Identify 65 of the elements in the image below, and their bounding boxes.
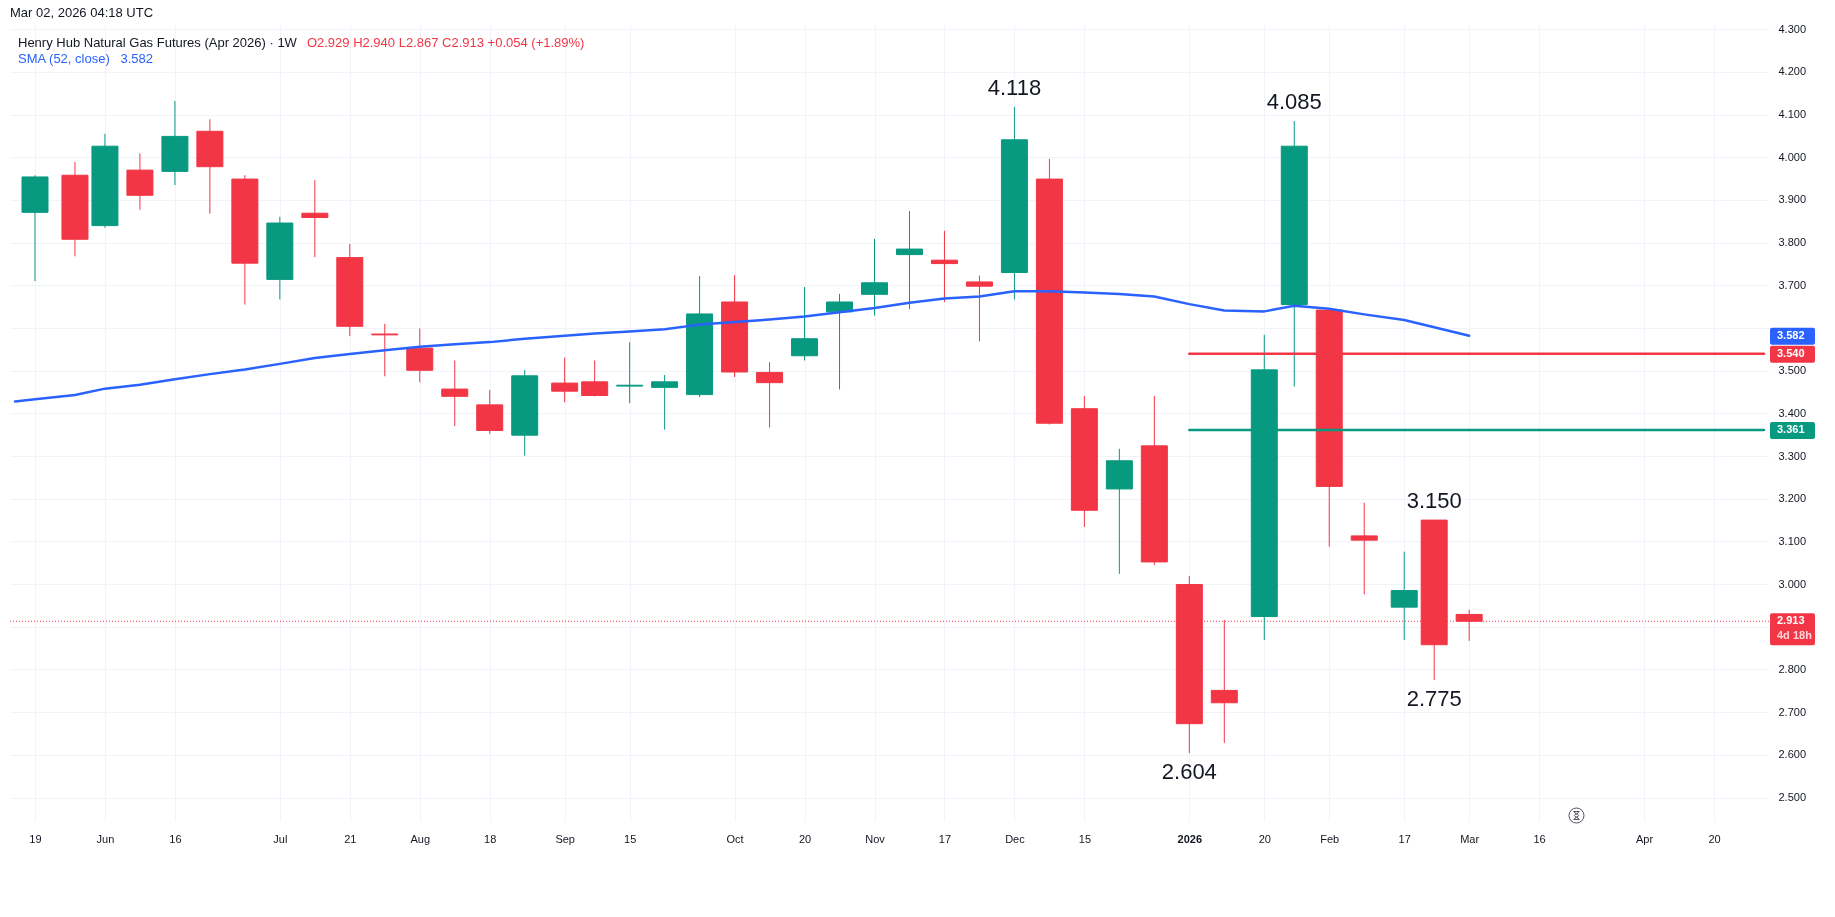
y-tick-label: 2.500 xyxy=(1778,791,1807,804)
y-tick-label: 3.400 xyxy=(1778,406,1807,419)
candlestick xyxy=(301,179,329,258)
candlestick xyxy=(651,374,679,431)
data-label: 3.361 xyxy=(1777,423,1805,436)
text: SMA (52, close) xyxy=(18,51,110,66)
y-tick-label: 2.800 xyxy=(1778,662,1807,675)
x-tick-label: Jun xyxy=(96,832,115,845)
annotation: 2.775 xyxy=(1406,686,1462,712)
text: O2.929 H2.940 L2.867 C2.913 +0.054 (+1.89%) xyxy=(306,35,585,50)
x-tick-label: Feb xyxy=(1320,832,1340,845)
y-tick-label: 3.900 xyxy=(1778,193,1807,206)
x-tick-label: Dec xyxy=(1005,832,1026,845)
x-tick-label: 17 xyxy=(1398,832,1411,845)
y-tick-label: 3.800 xyxy=(1778,236,1807,249)
x-tick-label: 15 xyxy=(1078,832,1092,845)
candlestick xyxy=(616,341,644,404)
x-tick-label: 15 xyxy=(624,832,637,845)
x-tick-label: 19 xyxy=(29,832,42,845)
y-tick-label: 3.300 xyxy=(1778,449,1807,462)
candlestick xyxy=(826,293,854,390)
x-tick-label: Aug xyxy=(410,832,431,845)
x-tick-label: Apr xyxy=(1636,832,1654,845)
candlestick xyxy=(371,323,399,377)
x-tick-label: Mar xyxy=(1460,832,1480,845)
annotation: 4.085 xyxy=(1266,89,1322,115)
x-tick-label: 18 xyxy=(484,832,497,845)
annotation: 2.604 xyxy=(1161,759,1217,785)
y-tick-label: 2.700 xyxy=(1778,705,1807,718)
candlestick xyxy=(965,275,993,342)
text: Mar 02, 2026 04:18 UTC xyxy=(10,5,154,20)
y-tick-label: 3.500 xyxy=(1778,364,1807,377)
line-series xyxy=(13,290,1471,403)
x-tick-label: 20 xyxy=(798,832,812,845)
x-tick-label: 20 xyxy=(1258,832,1271,845)
x-tick-label: 16 xyxy=(169,832,182,845)
annotation: 4.118 xyxy=(987,74,1042,100)
x-tick-label: Oct xyxy=(726,832,744,845)
data-label: 3.540 xyxy=(1777,346,1805,359)
annotation: 3.582 xyxy=(120,51,154,66)
x-tick-label: Nov xyxy=(865,832,886,845)
ref-line-label: 2.913 4d 18h xyxy=(1777,614,1813,642)
y-tick-label: 4.000 xyxy=(1778,150,1807,163)
x-tick-label: 20 xyxy=(1708,832,1721,845)
x-tick-label: 17 xyxy=(938,832,952,845)
x-tick-label: 21 xyxy=(344,832,357,845)
y-tick-label: 4.200 xyxy=(1778,65,1807,78)
y-tick-label: 4.100 xyxy=(1778,108,1807,121)
y-tick-label: 3.700 xyxy=(1778,278,1807,291)
y-tick-label: 3.000 xyxy=(1778,577,1807,590)
y-tick-label: 3.100 xyxy=(1778,534,1807,547)
y-tick-label: 2.600 xyxy=(1778,748,1807,761)
text: 3.582 xyxy=(1777,328,1805,341)
candlestick xyxy=(930,230,958,303)
candlestick xyxy=(895,210,923,310)
x-tick-label: Sep xyxy=(555,832,575,845)
y-tick-label: 4.300 xyxy=(1778,22,1807,35)
candlestick xyxy=(441,359,469,427)
y-tick-label: 3.200 xyxy=(1778,492,1807,505)
x-tick-label: 16 xyxy=(1533,832,1546,845)
annotation: 3.150 xyxy=(1406,488,1462,514)
candlestick xyxy=(1350,502,1378,595)
x-tick-label: Jul xyxy=(273,832,288,845)
x-tick-label: 2026 xyxy=(1177,832,1203,845)
text: Henry Hub Natural Gas Futures (Apr 2026) · 1W xyxy=(18,35,298,50)
